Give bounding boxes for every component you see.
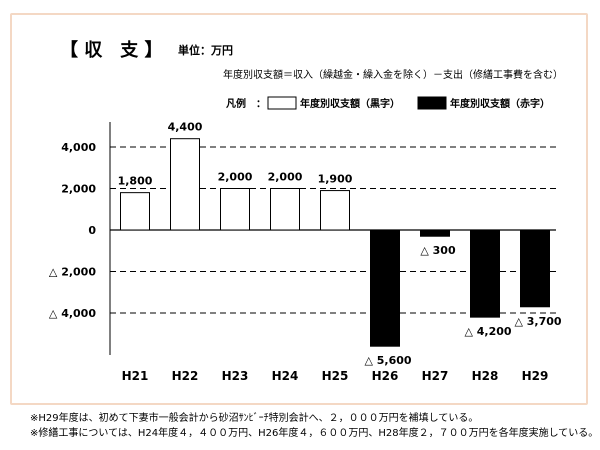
legend-swatch-deficit bbox=[417, 96, 447, 110]
legend-swatch-surplus bbox=[267, 96, 297, 110]
bar-H28 bbox=[470, 229, 500, 318]
bar-H27 bbox=[420, 229, 450, 237]
bar-H25 bbox=[320, 190, 350, 231]
x-tick-label: H28 bbox=[472, 369, 499, 383]
y-tick-label: △ 4,000 bbox=[49, 307, 96, 320]
footnote-2: ※修繕工事については、H24年度４，４００万円、H26年度４，６００万円、H28… bbox=[30, 428, 599, 439]
x-tick-label: H25 bbox=[322, 369, 349, 383]
bar-H26 bbox=[370, 229, 400, 347]
footnote-1: ※H29年度は、初めて下妻市一般会計から砂沼ｻﾝﾋﾞｰﾁ特別会計へ、２，０００万… bbox=[30, 413, 479, 424]
x-tick-label: H29 bbox=[522, 369, 549, 383]
data-label: △ 3,700 bbox=[514, 315, 561, 328]
legend-item-surplus: 年度別収支額（黒字） bbox=[300, 97, 400, 110]
data-label: △ 5,600 bbox=[364, 354, 411, 367]
label-layer: 4,000 2,000 0 △ 2,000 △ 4,000 H21 1,800 H22 4,40… bbox=[49, 121, 562, 383]
bar-H23 bbox=[220, 188, 250, 231]
x-tick-label: H21 bbox=[122, 369, 149, 383]
data-label: 1,800 bbox=[118, 175, 153, 188]
legend-label: 凡例 ： bbox=[226, 97, 266, 110]
bar-H22 bbox=[170, 138, 200, 231]
legend: 凡例 ： 年度別収支額（黒字） 年度別収支額（赤字） bbox=[226, 96, 550, 110]
data-label: 4,400 bbox=[168, 121, 203, 134]
bar-H24 bbox=[270, 188, 300, 231]
x-tick-label: H27 bbox=[422, 369, 449, 383]
chart-title: 【 収 支 】 bbox=[60, 39, 163, 61]
data-label: 1,900 bbox=[318, 173, 353, 186]
data-label: 2,000 bbox=[268, 171, 303, 184]
y-tick-label: 0 bbox=[88, 224, 96, 237]
data-label: △ 4,200 bbox=[464, 325, 511, 338]
bar-H21 bbox=[120, 192, 150, 231]
bar-chart: 【 収 支 】 単位：万円 年度別収支額＝収入（繰越金・繰入金を除く）－支出（修… bbox=[49, 39, 563, 383]
data-label: 2,000 bbox=[218, 171, 253, 184]
bar-layer bbox=[120, 138, 550, 347]
bar-H29 bbox=[520, 229, 550, 308]
x-tick-label: H22 bbox=[172, 369, 199, 383]
x-tick-label: H24 bbox=[272, 369, 299, 383]
legend-item-deficit: 年度別収支額（赤字） bbox=[450, 97, 550, 110]
y-tick-label: 4,000 bbox=[61, 141, 96, 154]
unit-label: 単位：万円 bbox=[178, 43, 233, 57]
y-tick-label: 2,000 bbox=[61, 183, 96, 196]
x-tick-label: H23 bbox=[222, 369, 249, 383]
formula-text: 年度別収支額＝収入（繰越金・繰入金を除く）－支出（修繕工事費を含む） bbox=[223, 68, 563, 81]
x-tick-label: H26 bbox=[372, 369, 399, 383]
data-label: △ 300 bbox=[420, 244, 456, 257]
y-tick-label: △ 2,000 bbox=[49, 266, 96, 279]
